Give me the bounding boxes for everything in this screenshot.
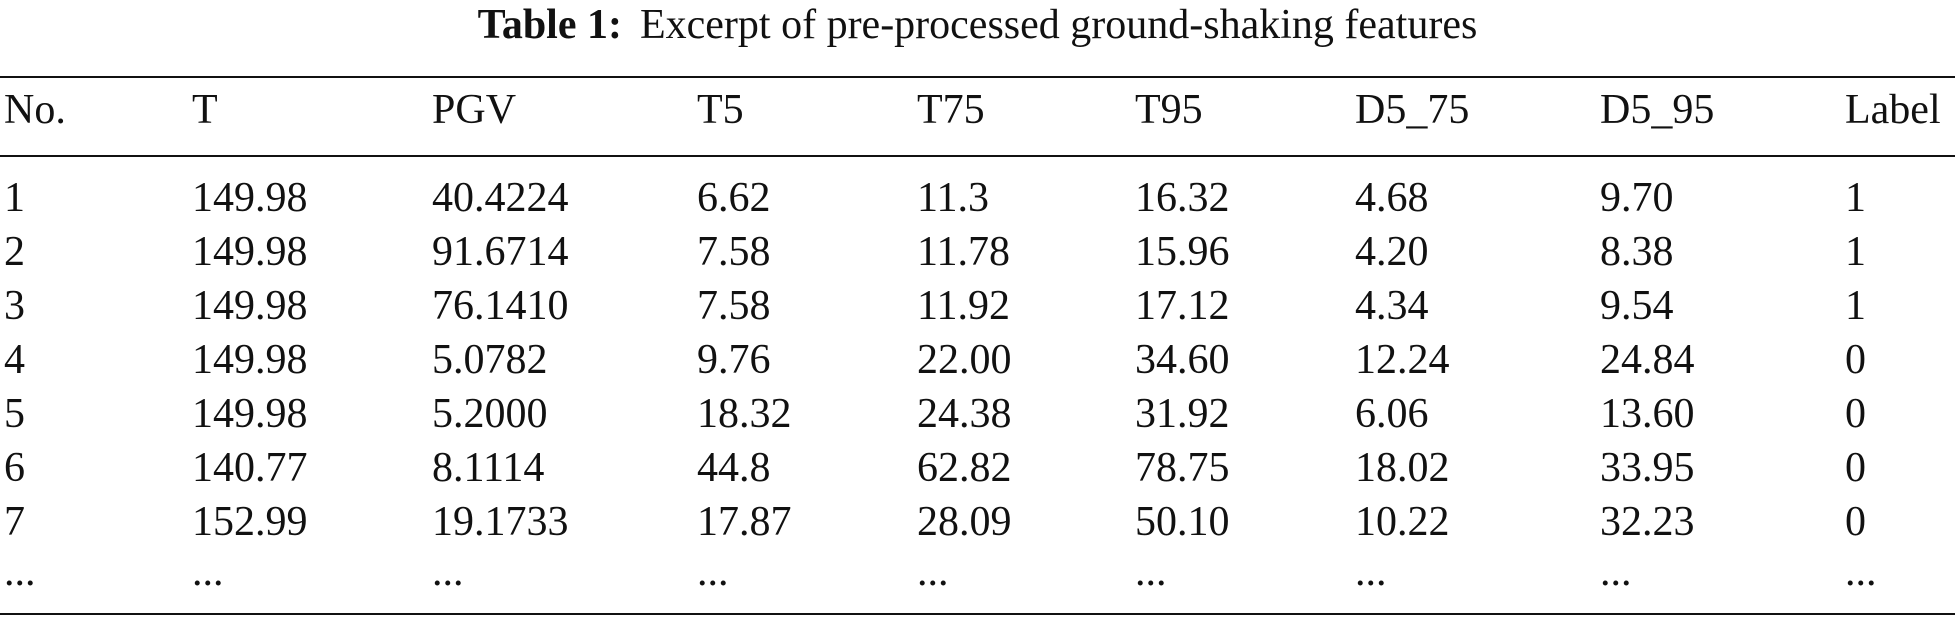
- table-cell: 2: [4, 229, 25, 275]
- table-cell: 9.54: [1600, 283, 1674, 329]
- table-cell: 8.1114: [432, 445, 545, 491]
- table-cell: 40.4224: [432, 175, 569, 221]
- table-cell: 1: [1845, 229, 1866, 275]
- table-cell: 13.60: [1600, 391, 1695, 437]
- table-cell: ...: [4, 549, 36, 595]
- table-cell: 18.02: [1355, 445, 1450, 491]
- table-cell: 19.1733: [432, 499, 569, 545]
- table-row: 2 149.98 91.6714 7.58 11.78 15.96 4.20 8…: [0, 225, 1955, 279]
- table-cell: 149.98: [192, 283, 308, 329]
- table-cell: 24.38: [917, 391, 1012, 437]
- table-cell: ...: [1845, 549, 1877, 595]
- table-cell: 4.34: [1355, 283, 1429, 329]
- table-row: 1 149.98 40.4224 6.62 11.3 16.32 4.68 9.…: [0, 171, 1955, 225]
- table-cell: 6: [4, 445, 25, 491]
- table-row: 4 149.98 5.0782 9.76 22.00 34.60 12.24 2…: [0, 333, 1955, 387]
- table-cell: 11.92: [917, 283, 1010, 329]
- table-row: 7 152.99 19.1733 17.87 28.09 50.10 10.22…: [0, 495, 1955, 549]
- table-cell: 0: [1845, 445, 1866, 491]
- table-cell: 7: [4, 499, 25, 545]
- header-cell-label: Label: [1845, 87, 1941, 133]
- table-cell: 16.32: [1135, 175, 1230, 221]
- table-cell: 24.84: [1600, 337, 1695, 383]
- table-cell: ...: [1135, 549, 1167, 595]
- table-top-rule: [0, 76, 1955, 78]
- table-cell: 4.68: [1355, 175, 1429, 221]
- table-cell: 15.96: [1135, 229, 1230, 275]
- table-header-rule: [0, 155, 1955, 157]
- table-cell: 32.23: [1600, 499, 1695, 545]
- header-cell-t95: T95: [1135, 87, 1203, 133]
- table-cell: 9.70: [1600, 175, 1674, 221]
- table-cell: ...: [1355, 549, 1387, 595]
- table-cell: 152.99: [192, 499, 308, 545]
- table-cell: 1: [4, 175, 25, 221]
- table-cell: 34.60: [1135, 337, 1230, 383]
- table-cell: 22.00: [917, 337, 1012, 383]
- table-cell: 11.3: [917, 175, 989, 221]
- table-cell: 7.58: [697, 229, 771, 275]
- header-cell-no: No.: [4, 87, 66, 133]
- caption-label: Table 1:: [477, 2, 622, 48]
- table-cell: 12.24: [1355, 337, 1450, 383]
- table-cell: 140.77: [192, 445, 308, 491]
- table-cell: 149.98: [192, 391, 308, 437]
- table-cell: 7.58: [697, 283, 771, 329]
- table-cell: ...: [697, 549, 729, 595]
- table-cell: 62.82: [917, 445, 1012, 491]
- table-cell: 50.10: [1135, 499, 1230, 545]
- table-cell: 6.62: [697, 175, 771, 221]
- table-cell: 78.75: [1135, 445, 1230, 491]
- table-cell: 1: [1845, 175, 1866, 221]
- table-cell: 44.8: [697, 445, 771, 491]
- table-cell: 31.92: [1135, 391, 1230, 437]
- header-cell-d5-75: D5_75: [1355, 87, 1470, 133]
- header-cell-t75: T75: [917, 87, 985, 133]
- table-cell: 5.2000: [432, 391, 548, 437]
- table-cell: 5.0782: [432, 337, 548, 383]
- table-row: 5 149.98 5.2000 18.32 24.38 31.92 6.06 1…: [0, 387, 1955, 441]
- table-cell: ...: [917, 549, 949, 595]
- table-cell: 4: [4, 337, 25, 383]
- table-cell: 33.95: [1600, 445, 1695, 491]
- table-cell: 8.38: [1600, 229, 1674, 275]
- table-cell: ...: [432, 549, 464, 595]
- caption-text: Excerpt of pre-processed ground-shaking …: [639, 2, 1478, 48]
- table-cell: 6.06: [1355, 391, 1429, 437]
- table-cell: 0: [1845, 499, 1866, 545]
- table-cell: 4.20: [1355, 229, 1429, 275]
- table-cell: ...: [1600, 549, 1632, 595]
- table-cell: 18.32: [697, 391, 792, 437]
- table-cell: 149.98: [192, 175, 308, 221]
- table-cell: 9.76: [697, 337, 771, 383]
- table-row-ellipsis: ... ... ... ... ... ... ... ... ...: [0, 545, 1955, 599]
- table-row: 3 149.98 76.1410 7.58 11.92 17.12 4.34 9…: [0, 279, 1955, 333]
- table-header-row: No. T PGV T5 T75 T95 D5_75 D5_95 Label: [0, 83, 1955, 137]
- header-cell-pgv: PGV: [432, 87, 517, 133]
- table-cell: 91.6714: [432, 229, 569, 275]
- table-cell: 28.09: [917, 499, 1012, 545]
- table-row: 6 140.77 8.1114 44.8 62.82 78.75 18.02 3…: [0, 441, 1955, 495]
- table-cell: 149.98: [192, 229, 308, 275]
- table-cell: 3: [4, 283, 25, 329]
- table-cell: 17.12: [1135, 283, 1230, 329]
- table-cell: 76.1410: [432, 283, 569, 329]
- table-cell: 1: [1845, 283, 1866, 329]
- table-cell: 17.87: [697, 499, 792, 545]
- table-cell: 10.22: [1355, 499, 1450, 545]
- table-caption: Table 1: Excerpt of pre-processed ground-…: [0, 0, 1955, 50]
- header-cell-d5-95: D5_95: [1600, 87, 1715, 133]
- table-cell: 11.78: [917, 229, 1010, 275]
- header-cell-t: T: [192, 87, 218, 133]
- table-cell: 5: [4, 391, 25, 437]
- table-cell: 149.98: [192, 337, 308, 383]
- table-bottom-rule: [0, 613, 1955, 615]
- header-cell-t5: T5: [697, 87, 744, 133]
- table-cell: 0: [1845, 391, 1866, 437]
- table-cell: 0: [1845, 337, 1866, 383]
- table-cell: ...: [192, 549, 224, 595]
